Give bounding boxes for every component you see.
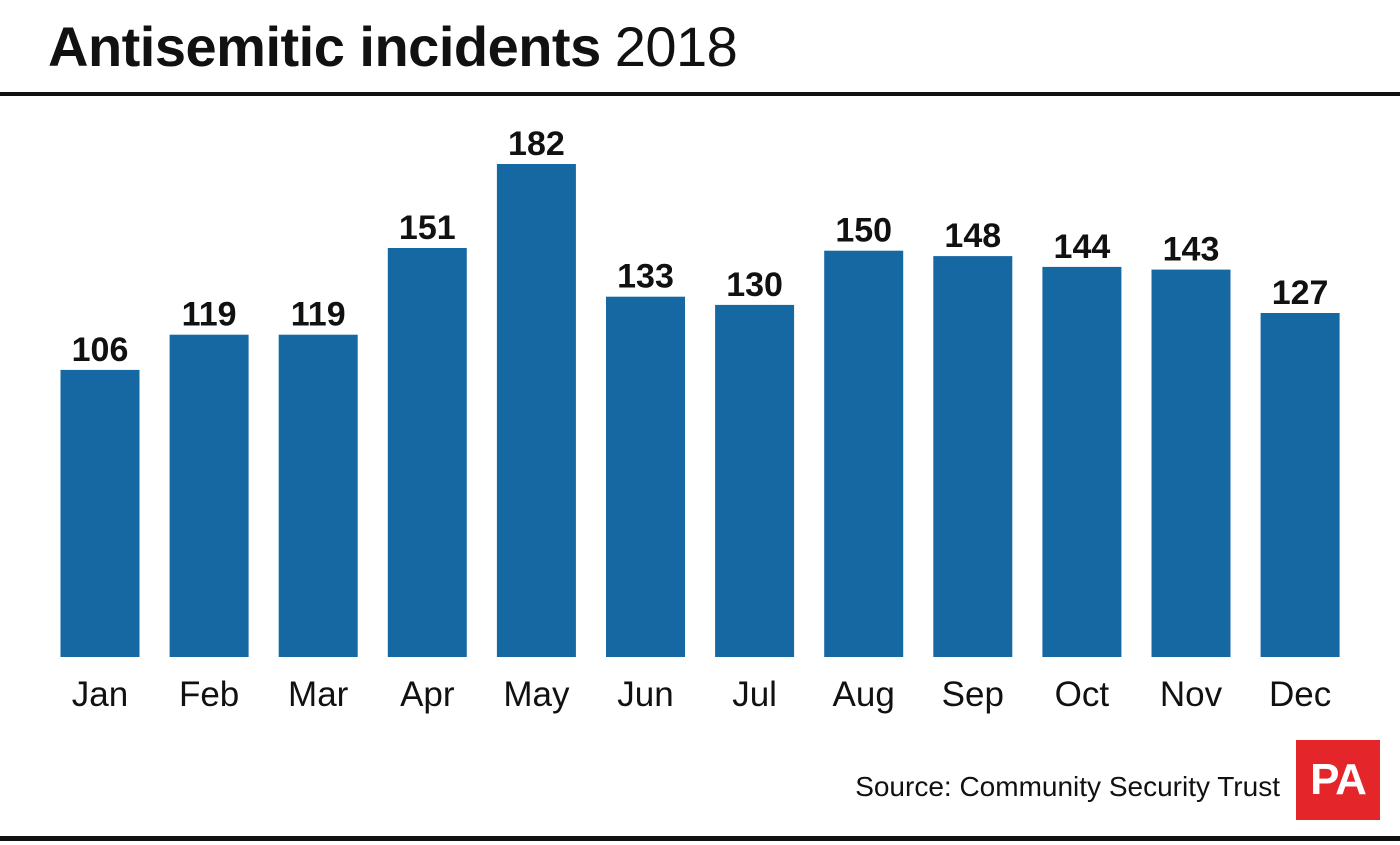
x-tick-label-may: May xyxy=(503,675,570,714)
x-tick-label-sep: Sep xyxy=(942,675,1004,714)
x-tick-label-aug: Aug xyxy=(833,675,895,714)
chart-title-main: Antisemitic incidents xyxy=(48,15,601,78)
bar-may xyxy=(496,164,576,657)
bar-value-label-feb: 119 xyxy=(182,296,237,334)
x-tick-label-mar: Mar xyxy=(288,675,349,714)
bar-value-label-nov: 143 xyxy=(1163,231,1220,269)
bar-mar xyxy=(278,334,358,657)
bar-jan xyxy=(60,369,140,657)
chart-title: Antisemitic incidents 2018 xyxy=(48,14,738,80)
bar-value-label-oct: 144 xyxy=(1054,228,1111,266)
bar-apr xyxy=(387,248,467,657)
x-tick-label-nov: Nov xyxy=(1160,675,1223,714)
top-divider xyxy=(0,92,1400,96)
x-tick-label-apr: Apr xyxy=(400,675,455,714)
x-tick-label-oct: Oct xyxy=(1055,675,1110,714)
x-tick-label-dec: Dec xyxy=(1269,675,1331,714)
bar-aug xyxy=(824,250,904,657)
bar-value-label-sep: 148 xyxy=(944,217,1001,255)
bar-value-label-apr: 151 xyxy=(399,209,456,247)
pa-logo: PA xyxy=(1296,740,1380,820)
bar-value-label-dec: 127 xyxy=(1272,274,1329,312)
bar-chart: 106 Jan 119 Feb 119 Mar 151 Apr 182 May 133 Jun 130 J… xyxy=(60,125,1340,714)
bar-sep xyxy=(933,256,1013,657)
bar-jun xyxy=(606,296,685,657)
x-tick-label-jun: Jun xyxy=(617,675,673,714)
bar-value-label-jul: 130 xyxy=(726,266,783,304)
bar-dec xyxy=(1260,313,1340,657)
bar-value-label-jan: 106 xyxy=(72,331,129,369)
bar-value-label-aug: 150 xyxy=(835,212,892,250)
bar-jul xyxy=(715,304,795,657)
bar-feb xyxy=(169,334,249,657)
bar-value-label-mar: 119 xyxy=(291,296,346,334)
source-note: Source: Community Security Trust xyxy=(855,771,1280,802)
bar-value-label-may: 182 xyxy=(508,125,565,163)
x-tick-label-feb: Feb xyxy=(179,675,239,714)
x-tick-label-jan: Jan xyxy=(72,675,128,714)
bar-value-label-jun: 133 xyxy=(617,258,674,296)
bottom-divider xyxy=(0,836,1400,841)
x-tick-label-jul: Jul xyxy=(732,675,777,714)
bar-oct xyxy=(1042,266,1122,657)
chart-title-year: 2018 xyxy=(614,15,738,78)
bar-nov xyxy=(1151,269,1231,657)
